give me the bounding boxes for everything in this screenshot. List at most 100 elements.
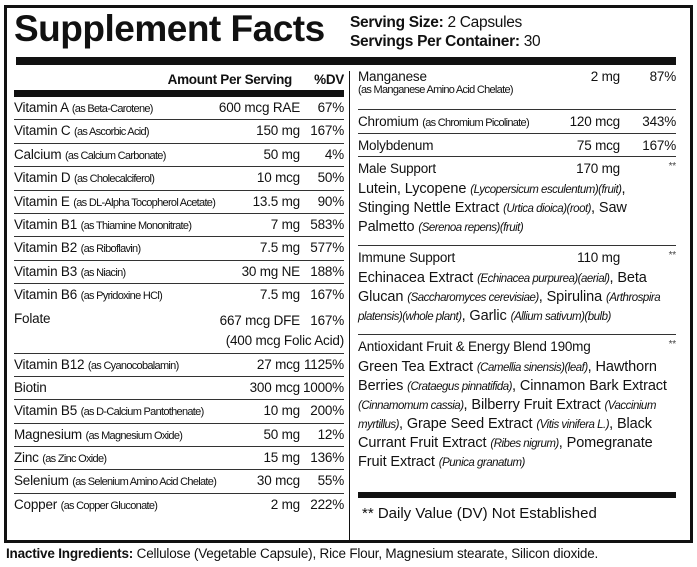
nutrient-name: Zinc (as Zinc Oxide) (14, 450, 258, 465)
nutrient-dv: 167% (310, 123, 344, 139)
separator: , (621, 181, 626, 197)
nutrient-source: (as Selenium Amino Acid Chelate) (72, 476, 217, 489)
left-column: Amount Per Serving %DV Vitamin A (as Bet… (14, 65, 344, 517)
nutrient-dv: 167% (310, 312, 344, 328)
ingredient-botanical: (Arthrospira platensis)(whole plant) (358, 292, 661, 323)
nutrient-row: Calcium (as Calcium Carbonate) 50 mg 4% (14, 144, 344, 168)
separator: , (512, 378, 520, 394)
ingredient-name: Black Currant Fruit Extract (358, 416, 652, 451)
ingredient-botanical: (Allium sativum)(bulb) (510, 311, 612, 323)
nutrient-name: Vitamin B12 (as Cyanocobalamin) (14, 357, 252, 372)
nutrient-label: Vitamin E (14, 193, 70, 209)
nutrient-row: Biotin 300 mcg 1000% (14, 377, 344, 401)
nutrient-name: Vitamin B5 (as D-Calcium Pantothenate) (14, 403, 258, 418)
blend-ingredients: Lutein, Lycopene (Lycopersicum esculentu… (358, 180, 676, 237)
ingredient-name: Grape Seed Extract (406, 416, 537, 432)
nutrient-dv: 136% (310, 450, 344, 466)
nutrient-amount: 600 mcg RAE (218, 100, 300, 115)
nutrient-source: (as Cyanocobalamin) (87, 359, 179, 372)
dv-header: %DV (314, 72, 344, 87)
separator: , (591, 200, 599, 216)
blend-row: Male Support 170 mg ** Lutein, Lycopene (Ly… (358, 157, 676, 246)
nutrient-amount: 150 mg (256, 123, 300, 139)
nutrient-name: Selenium (as Selenium Amino Acid Chelate… (14, 473, 252, 488)
nutrient-label: Vitamin B1 (14, 216, 78, 232)
column-header: Amount Per Serving %DV (14, 65, 345, 90)
blend-dv: ** (668, 339, 677, 350)
nutrient-row: Manganese (as Manganese Amino Acid Chelat… (358, 65, 676, 110)
ingredient-botanical: (Saccharomyces cerevisiae) (407, 292, 539, 304)
nutrient-amount: 120 mcg (569, 114, 621, 129)
serving-size-value: 2 Capsules (447, 14, 522, 31)
separator: , (558, 435, 567, 451)
nutrient-row: Vitamin A (as Beta-Carotene) 600 mcg RAE 6… (14, 97, 344, 121)
nutrient-dv: 583% (310, 216, 344, 232)
nutrient-label: Biotin (14, 379, 47, 395)
nutrient-dv: 12% (317, 426, 345, 442)
nutrient-source: (as Manganese Amino Acid Chelate) (358, 84, 514, 96)
nutrient-source: (as DL-Alpha Tocopherol Acetate) (73, 196, 216, 209)
nutrient-source: (as Thiamine Mononitrate) (80, 219, 192, 232)
nutrient-source: (as Pyridoxine HCl) (80, 290, 163, 303)
nutrient-dv: 55% (317, 473, 345, 489)
nutrient-amount: 7.5 mg (259, 240, 300, 256)
nutrient-name: Manganese (as Manganese Amino Acid Chelat… (358, 69, 585, 109)
nutrient-row: Zinc (as Zinc Oxide) 15 mg 136% (14, 447, 344, 471)
nutrient-name: Vitamin B2 (as Riboflavin) (14, 240, 255, 255)
nutrient-label: Manganese (358, 69, 427, 84)
ingredient-botanical: (Echinacea purpurea)(aerial) (477, 273, 610, 285)
nutrient-dv: 200% (310, 403, 344, 419)
ingredient-name: Lutein, Lycopene (358, 181, 471, 197)
nutrient-dv: 90% (317, 193, 345, 209)
nutrient-source: (as Chromium Picolinate) (422, 117, 529, 129)
blend-name: Immune Support (358, 250, 455, 265)
nutrient-name: Calcium (as Calcium Carbonate) (14, 147, 258, 162)
nutrient-dv: 222% (310, 496, 344, 512)
footnote: ** Daily Value (DV) Not Established (362, 505, 597, 522)
nutrient-label: Vitamin B2 (14, 240, 78, 256)
nutrient-dv: 4% (324, 146, 344, 162)
nutrient-dv: 188% (310, 263, 344, 279)
nutrient-source: (as Beta-Carotene) (71, 103, 154, 115)
nutrient-amount: 2 mg (270, 496, 300, 512)
nutrient-label: Vitamin A (14, 100, 69, 115)
nutrient-amount: 15 mg (263, 450, 300, 466)
nutrient-name: Vitamin B3 (as Niacin) (14, 264, 237, 279)
nutrient-row: Copper (as Copper Gluconate) 2 mg 222% (14, 494, 344, 517)
nutrient-label: Vitamin B12 (14, 356, 85, 372)
separator: , (609, 270, 618, 286)
nutrient-amount: 13.5 mg (252, 193, 301, 209)
nutrient-label: Vitamin C (14, 123, 71, 139)
ingredient-botanical: (Vitis vinifera L.) (536, 419, 610, 431)
blend-row: Immune Support 110 mg ** Echinacea Extract … (358, 246, 676, 335)
ingredient-botanical: (Punica granatum) (438, 457, 526, 469)
nutrient-amount: 2 mg (590, 69, 620, 84)
blend-row: Antioxidant Fruit & Energy Blend 190mg **… (358, 335, 676, 480)
blend-name: Male Support (358, 161, 436, 176)
nutrient-label: Chromium (358, 114, 419, 129)
nutrient-row: Vitamin B1 (as Thiamine Mononitrate) 7 mg… (14, 214, 344, 238)
nutrient-dv: 343% (642, 114, 676, 129)
separator: , (609, 416, 617, 432)
nutrient-name: Magnesium (as Magnesium Oxide) (14, 427, 258, 442)
nutrient-name: Vitamin D (as Cholecalciferol) (14, 170, 252, 185)
nutrient-amount: 7.5 mg (259, 287, 300, 303)
nutrient-name: Vitamin A (as Beta-Carotene) (14, 100, 214, 115)
blend-amount: 170 mg (576, 161, 620, 176)
nutrient-name: Biotin (14, 380, 245, 395)
nutrient-label: Selenium (14, 473, 69, 489)
nutrient-dv: 167% (642, 137, 676, 153)
ingredient-name: Spirulina (546, 289, 607, 305)
nutrient-dv: 1000% (302, 379, 344, 395)
nutrient-label: Calcium (14, 146, 62, 162)
ingredient-name: Garlic (469, 308, 511, 324)
nutrient-label: Molybdenum (358, 137, 434, 153)
thick-divider (358, 492, 676, 498)
blend-dv: ** (668, 250, 677, 261)
nutrient-row: Vitamin B2 (as Riboflavin) 7.5 mg 577% (14, 237, 344, 261)
nutrient-row: Vitamin B6 (as Pyridoxine HCl) 7.5 mg 167% (14, 284, 344, 307)
ingredient-botanical: (Vaccinium myrtillus) (358, 400, 656, 431)
nutrient-source: (as Niacin) (80, 266, 127, 279)
nutrient-name: Vitamin E (as DL-Alpha Tocopherol Acetat… (14, 194, 248, 209)
ingredient-botanical: (Serenoa repens)(fruit) (418, 222, 524, 234)
